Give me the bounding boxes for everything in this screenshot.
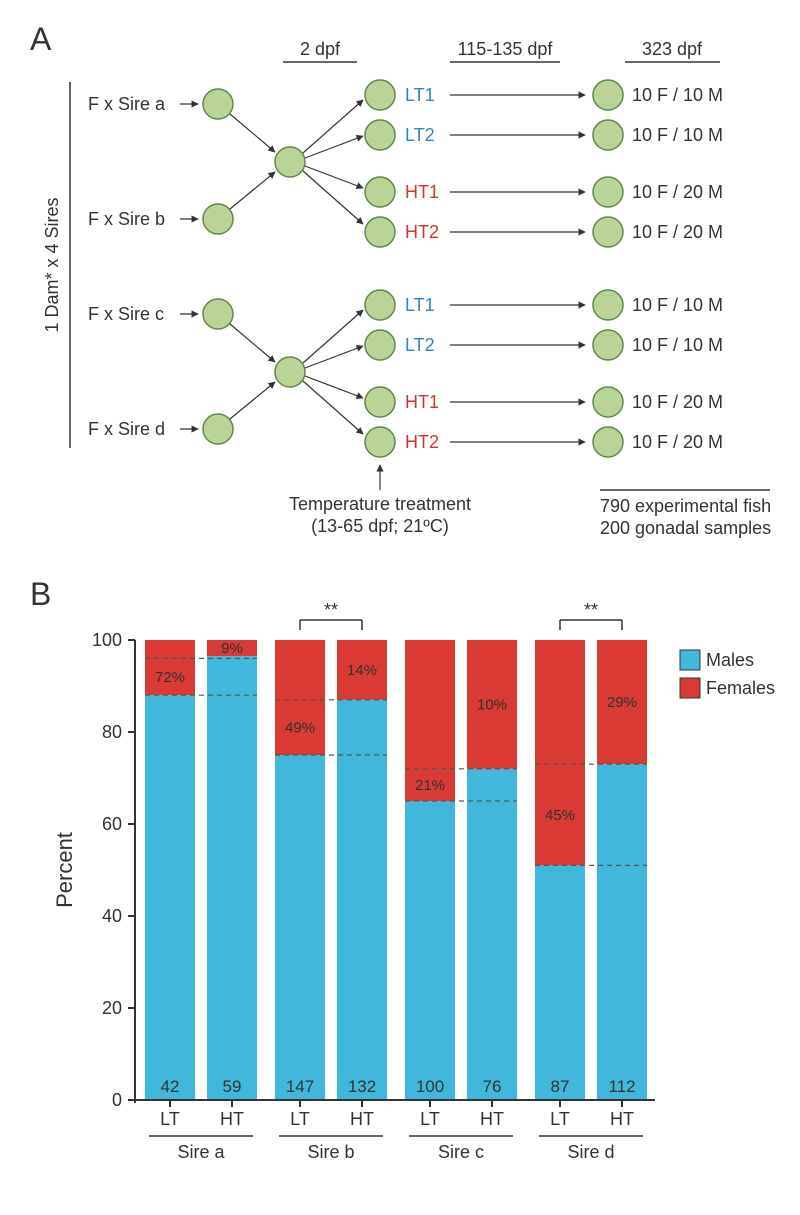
x-tick-label: HT — [480, 1109, 504, 1129]
g1-lt1: LT1 — [405, 85, 435, 105]
x-tick-label: HT — [350, 1109, 374, 1129]
y-tick-label: 80 — [102, 722, 122, 742]
cross-b: F x Sire b — [88, 209, 165, 229]
y-tick-label: 40 — [102, 906, 122, 926]
summary2: 200 gonadal samples — [600, 518, 771, 538]
hdr-col2: 115-135 dpf — [458, 39, 554, 59]
bar-n: 42 — [161, 1077, 180, 1096]
hdr-col1: 2 dpf — [300, 39, 341, 59]
y-tick-label: 0 — [112, 1090, 122, 1110]
bar-n: 76 — [483, 1077, 502, 1096]
bar-n: 87 — [551, 1077, 570, 1096]
sire-label: Sire d — [567, 1142, 614, 1162]
bar-pct: 72% — [155, 669, 185, 686]
bar-pct: 45% — [545, 807, 575, 824]
g1-lt2: LT2 — [405, 125, 435, 145]
sig-brackets: ** ** — [300, 600, 622, 630]
g1-out4: 10 F / 20 M — [632, 222, 723, 242]
side-label: 1 Dam* x 4 Sires — [42, 197, 62, 332]
sire-label: Sire c — [438, 1142, 484, 1162]
bar-pct: 14% — [347, 662, 377, 679]
bar-male — [405, 801, 455, 1100]
bar-male — [275, 755, 325, 1100]
hdr-col3: 323 dpf — [642, 39, 703, 59]
legend-males: Males — [706, 650, 754, 670]
sig-stars: ** — [584, 600, 598, 620]
y-tick-label: 100 — [92, 630, 122, 650]
sire-label: Sire b — [307, 1142, 354, 1162]
group2: F x Sire c F x Sire d LT1 LT2 HT1 — [88, 290, 723, 457]
g2-ht1: HT1 — [405, 392, 439, 412]
x-labels: LT HT Sire a LT HT Sire b LT HT Sire c LT HT Sire d — [149, 1100, 643, 1162]
sire-label: Sire a — [177, 1142, 225, 1162]
g1-ht2: HT2 — [405, 222, 439, 242]
y-tick-label: 20 — [102, 998, 122, 1018]
g2-lt2: LT2 — [405, 335, 435, 355]
g2-out2: 10 F / 10 M — [632, 335, 723, 355]
bar-pct: 10% — [477, 696, 507, 713]
bar-n: 100 — [416, 1077, 444, 1096]
temp-caption1: Temperature treatment — [289, 494, 471, 514]
bar-male — [597, 764, 647, 1100]
g1-out1: 10 F / 10 M — [632, 85, 723, 105]
legend: Males Females — [680, 650, 775, 698]
node-a — [203, 89, 233, 119]
sig-stars: ** — [324, 600, 338, 620]
fanout-1: LT1 LT2 HT1 HT2 10 F / 10 M 10 F / 10 M … — [303, 80, 723, 247]
g2-lt1: LT1 — [405, 295, 435, 315]
bar-male — [145, 695, 195, 1100]
x-tick-label: HT — [610, 1109, 634, 1129]
bar-pct: 21% — [415, 777, 445, 794]
merge-node-1 — [275, 147, 305, 177]
panel-a: A 1 Dam* x 4 Sires 2 dpf 115-135 dpf 323… — [30, 21, 771, 538]
chart-bars: 42 72% 59 9% 147 49% 132 14% 100 21% 76 10% 87 45% 112… — [145, 640, 647, 1100]
bar-female — [275, 640, 325, 755]
y-ticks: 0 20 40 60 80 100 — [92, 630, 135, 1110]
bar-pct: 49% — [285, 719, 315, 736]
bar-female — [145, 640, 195, 695]
x-tick-label: LT — [420, 1109, 440, 1129]
x-tick-label: LT — [160, 1109, 180, 1129]
group1: F x Sire a F x Sire b L — [88, 80, 723, 247]
col-headers: 2 dpf 115-135 dpf 323 dpf — [283, 39, 720, 62]
fanout-2: LT1 LT2 HT1 HT2 10 F / 10 M 10 F / 10 M … — [303, 290, 723, 457]
panel-b: B 42 72% 59 9% 147 49% 132 14% 100 21% 76 10% 87 45% 1… — [30, 576, 775, 1162]
g1-ht1: HT1 — [405, 182, 439, 202]
y-axis-title: Percent — [52, 832, 77, 908]
g1-out3: 10 F / 20 M — [632, 182, 723, 202]
panel-a-label: A — [30, 21, 52, 57]
g2-ht2: HT2 — [405, 432, 439, 452]
bar-n: 132 — [348, 1077, 376, 1096]
bar-n: 147 — [286, 1077, 314, 1096]
bar-pct: 29% — [607, 694, 637, 711]
summary1: 790 experimental fish — [600, 496, 771, 516]
cross-c: F x Sire c — [88, 304, 164, 324]
bar-n: 112 — [608, 1077, 635, 1096]
g1-out2: 10 F / 10 M — [632, 125, 723, 145]
x-tick-label: LT — [290, 1109, 310, 1129]
bar-female — [535, 640, 585, 865]
y-tick-label: 60 — [102, 814, 122, 834]
cross-a: F x Sire a — [88, 94, 166, 114]
temp-caption2: (13-65 dpf; 21ºC) — [311, 516, 449, 536]
g2-out1: 10 F / 10 M — [632, 295, 723, 315]
bar-male — [535, 865, 585, 1100]
node-b — [203, 204, 233, 234]
bar-male — [207, 656, 257, 1100]
x-tick-label: LT — [550, 1109, 570, 1129]
g2-out3: 10 F / 20 M — [632, 392, 723, 412]
panel-b-label: B — [30, 576, 51, 612]
bar-pct: 9% — [221, 640, 243, 657]
bar-male — [337, 700, 387, 1100]
cross-d: F x Sire d — [88, 419, 165, 439]
g2-out4: 10 F / 20 M — [632, 432, 723, 452]
legend-females: Females — [706, 678, 775, 698]
x-tick-label: HT — [220, 1109, 244, 1129]
bar-n: 59 — [223, 1077, 242, 1096]
bar-male — [467, 769, 517, 1100]
